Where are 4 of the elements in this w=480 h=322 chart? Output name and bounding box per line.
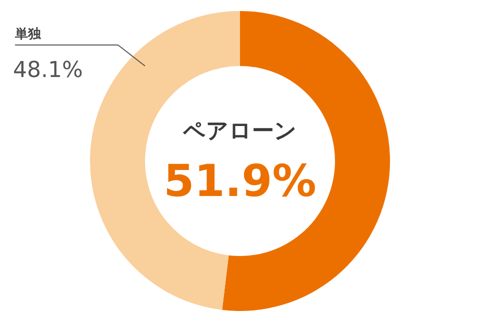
data-label: 48.1% bbox=[13, 58, 83, 83]
slice-label: ペアローン bbox=[182, 119, 297, 144]
slice-label: 単独 bbox=[14, 27, 42, 42]
data-label: 51.9% bbox=[164, 156, 316, 207]
